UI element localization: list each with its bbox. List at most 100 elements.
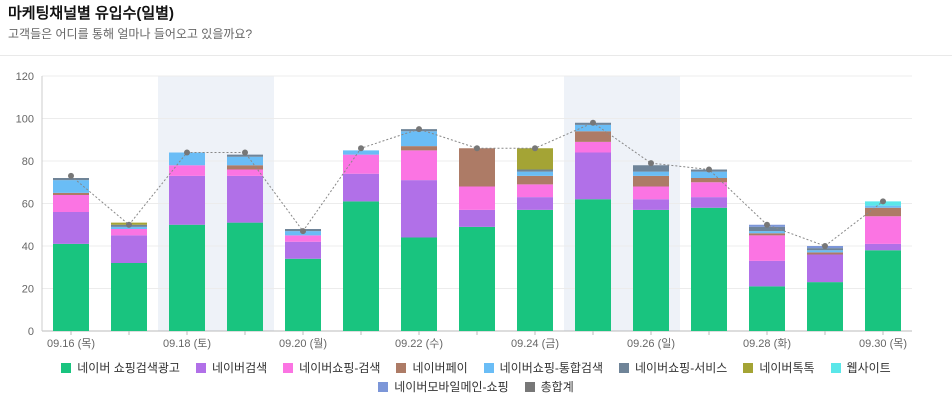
bar-segment	[807, 252, 843, 255]
y-tick-label: 0	[28, 326, 34, 338]
bar-segment	[807, 248, 843, 251]
legend-label: 네이버쇼핑-검색	[299, 361, 381, 375]
bar-segment	[575, 152, 611, 200]
legend-item[interactable]: 네이버쇼핑-검색	[283, 359, 380, 376]
bar-segment	[111, 229, 147, 236]
legend-label: 네이버쇼핑-서비스	[635, 361, 728, 375]
bar-segment	[517, 148, 553, 170]
legend-row: 네이버 쇼핑검색광고 네이버검색 네이버쇼핑-검색 네이버페이 네이버쇼핑-통합검색 네이…	[0, 358, 952, 377]
legend-item[interactable]: 네이버페이	[396, 359, 468, 376]
legend-swatch	[61, 362, 72, 373]
bar-segment	[401, 237, 437, 331]
bar-segment	[53, 178, 89, 181]
bar-segment	[343, 201, 379, 331]
chart-header: 마케팅채널별 유입수(일별) 고객들은 어디를 통해 얼마나 들어오고 있을까요…	[8, 4, 252, 42]
bar-segment	[401, 150, 437, 181]
bar-segment	[517, 175, 553, 185]
y-tick-label: 120	[16, 71, 34, 83]
bar-segment	[517, 171, 553, 176]
total-point	[358, 145, 364, 152]
legend-swatch	[524, 381, 535, 392]
bar-segment	[633, 186, 669, 200]
bar-segment	[517, 169, 553, 172]
bar-segment	[111, 235, 147, 263]
legend-swatch	[283, 362, 294, 373]
x-tick-label: 09.30 (목)	[859, 337, 907, 350]
bar-segment	[865, 205, 901, 208]
bar-segment	[111, 263, 147, 331]
bar-segment	[169, 224, 205, 331]
legend-item[interactable]: 네이버 쇼핑검색광고	[61, 359, 180, 376]
bar-segment	[285, 235, 321, 242]
x-tick-label: 09.20 (월)	[279, 337, 327, 350]
legend-item[interactable]: 네이버모바일메인-쇼핑	[378, 378, 509, 395]
bar-segment	[227, 175, 263, 223]
bar-segment	[343, 154, 379, 174]
bar-segment	[343, 150, 379, 155]
bar-segment	[53, 192, 89, 195]
bar-segment	[169, 175, 205, 225]
total-point	[242, 149, 248, 156]
bar-segment	[227, 169, 263, 176]
bar-segment	[749, 233, 785, 236]
bar-segment	[633, 165, 669, 172]
bar-segment	[749, 231, 785, 234]
bar-segment	[53, 212, 89, 244]
bar-segment	[865, 243, 901, 251]
bar-segment	[633, 199, 669, 210]
legend-item[interactable]: 네이버톡톡	[743, 359, 815, 376]
total-point	[706, 166, 712, 173]
total-point	[648, 160, 654, 167]
bar-segment	[169, 165, 205, 176]
bar-segment	[691, 207, 727, 331]
y-tick-label: 100	[16, 114, 34, 126]
y-tick-label: 80	[22, 156, 34, 168]
bar-segment	[807, 250, 843, 253]
legend-swatch	[619, 362, 630, 373]
total-point	[184, 149, 190, 156]
bar-segment	[691, 182, 727, 198]
bar-segment	[227, 156, 263, 166]
bar-segment	[459, 186, 495, 210]
legend-item[interactable]: 네이버쇼핑-통합검색	[483, 359, 603, 376]
legend-label: 네이버 쇼핑검색광고	[77, 361, 180, 375]
bar-segment	[749, 260, 785, 287]
legend-label: 네이버모바일메인-쇼핑	[394, 380, 509, 394]
total-point	[822, 243, 828, 249]
bar-segment	[169, 152, 205, 166]
bar-segment	[517, 197, 553, 210]
legend-swatch	[378, 381, 389, 392]
legend-swatch	[743, 362, 754, 373]
bar-segment	[227, 165, 263, 170]
bar-segment	[575, 199, 611, 331]
bar-segment	[691, 178, 727, 183]
legend-item[interactable]: 웹사이트	[830, 359, 891, 376]
y-tick-label: 20	[22, 284, 34, 296]
total-point	[474, 145, 480, 152]
legend-item[interactable]: 네이버쇼핑-서비스	[619, 359, 727, 376]
chart-title: 마케팅채널별 유입수(일별)	[8, 5, 174, 22]
total-point	[590, 119, 596, 126]
legend-label: 총합계	[540, 380, 574, 394]
bar-segment	[459, 226, 495, 331]
bar-segment	[865, 207, 901, 217]
bar-segment	[691, 171, 727, 178]
bar-segment	[749, 286, 785, 331]
legend-item[interactable]: 네이버검색	[195, 359, 267, 376]
legend-item[interactable]: 총합계	[524, 378, 574, 395]
legend-row: 네이버모바일메인-쇼핑 총합계	[0, 377, 952, 396]
bar-segment	[575, 131, 611, 142]
bar-segment	[865, 250, 901, 331]
bar-segment	[401, 131, 437, 147]
chart-subtitle: 고객들은 어디를 통해 얼마나 들어오고 있을까요?	[8, 27, 253, 41]
bar-segment	[749, 235, 785, 261]
x-tick-label: 09.28 (화)	[743, 337, 791, 350]
total-point	[880, 198, 886, 205]
bar-segment	[633, 171, 669, 176]
bar-segment	[343, 173, 379, 202]
legend-label: 네이버톡톡	[759, 361, 815, 375]
bar-segment	[53, 243, 89, 331]
bar-segment	[401, 146, 437, 151]
x-tick-label: 09.22 (수)	[395, 337, 443, 350]
total-point	[416, 126, 422, 133]
